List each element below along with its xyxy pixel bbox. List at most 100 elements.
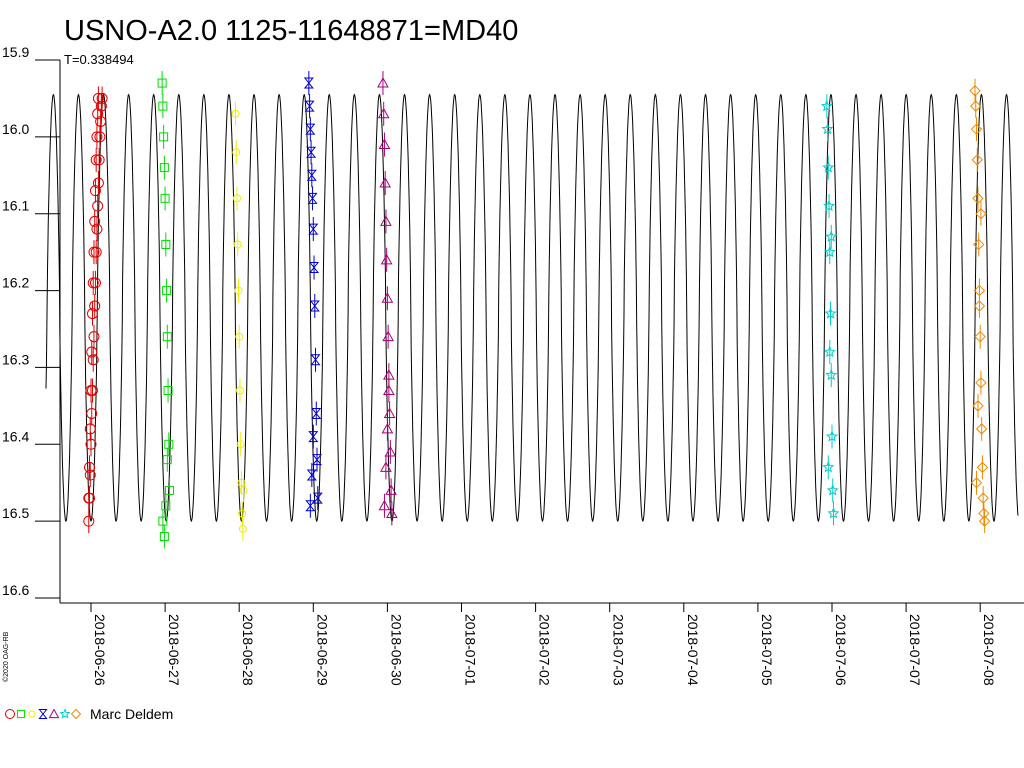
data-point	[823, 199, 836, 212]
model-curve	[45, 93, 1019, 523]
data-point	[84, 461, 96, 473]
data-point	[824, 307, 837, 319]
data-point	[159, 132, 169, 142]
data-point	[162, 286, 172, 296]
y-axis-ticks: 15.9 16.0 16.1 16.2 16.3 16.4 16.5 16.6	[2, 44, 60, 599]
data-point	[978, 515, 991, 527]
data-point	[823, 245, 836, 258]
legend-marker	[5, 709, 15, 719]
x-tick-label: 2018-07-08	[981, 614, 997, 686]
data-point	[88, 331, 100, 343]
data-point	[96, 92, 108, 104]
data-point	[234, 286, 243, 295]
data-point	[972, 192, 984, 205]
x-tick-label: 2018-07-02	[537, 614, 553, 686]
data-point	[378, 499, 391, 511]
x-tick-label: 2018-07-07	[907, 614, 923, 686]
data-point	[383, 384, 395, 395]
data-point	[157, 78, 167, 88]
data-point	[970, 477, 983, 489]
x-tick-label: 2018-06-30	[388, 614, 404, 686]
data-point	[235, 332, 244, 341]
data-point	[159, 163, 169, 173]
data-point	[83, 515, 95, 527]
data-point	[159, 532, 169, 542]
data-point	[161, 501, 171, 511]
data-point	[238, 524, 247, 533]
data-point	[970, 100, 982, 112]
data-point	[94, 131, 106, 143]
data-point	[84, 469, 96, 481]
period-label: T=0.338494	[64, 52, 134, 67]
data-point	[231, 109, 240, 118]
data-point	[973, 238, 985, 251]
data-point	[85, 384, 97, 396]
data-point	[86, 408, 98, 420]
legend-observer: Marc Deldem	[90, 706, 173, 722]
data-point	[973, 300, 986, 312]
legend-marker	[38, 709, 48, 719]
data-point	[87, 354, 99, 366]
data-point	[382, 330, 394, 342]
data-point	[311, 408, 322, 420]
data-point	[827, 507, 840, 519]
data-point	[89, 300, 101, 312]
x-tick-label: 2018-06-27	[166, 614, 182, 686]
data-point	[385, 484, 397, 495]
data-point	[378, 138, 391, 150]
data-point	[825, 430, 839, 442]
legend-marker	[16, 709, 26, 719]
data-point	[86, 346, 98, 358]
series-6	[969, 78, 991, 534]
y-tick-label: 16.4	[2, 428, 29, 444]
y-tick-label: 16.3	[2, 351, 29, 367]
data-point	[822, 460, 835, 473]
data-point	[305, 500, 316, 512]
chart-title: USNO-A2.0 1125-11648871=MD40	[64, 15, 518, 47]
data-point	[975, 377, 987, 389]
x-tick-label: 2018-07-05	[759, 614, 775, 686]
data-point	[164, 439, 174, 449]
data-point	[309, 262, 320, 274]
data-point	[165, 485, 175, 495]
data-point	[822, 161, 835, 173]
x-axis-ticks: 2018-06-26 2018-06-27 2018-06-28 2018-06-29…	[90, 603, 997, 686]
x-tick-label: 2018-07-04	[685, 614, 701, 686]
data-point	[163, 385, 173, 395]
legend-marker	[48, 708, 60, 719]
data-point	[88, 246, 100, 258]
data-point	[972, 400, 984, 412]
data-point	[976, 461, 989, 474]
data-point	[235, 386, 244, 395]
y-tick-label: 16.2	[2, 275, 29, 291]
data-point	[236, 440, 245, 449]
data-point	[158, 101, 168, 111]
data-point	[377, 107, 390, 119]
data-point	[306, 169, 317, 181]
data-point	[160, 193, 170, 203]
series-3	[303, 71, 323, 518]
data-point	[821, 122, 834, 135]
y-tick-label: 16.5	[2, 505, 29, 521]
data-point	[379, 176, 392, 188]
model-curve-line	[45, 93, 1019, 523]
data-point	[381, 422, 394, 434]
data-point	[825, 230, 838, 242]
data-point	[977, 492, 989, 504]
data-point	[310, 354, 321, 366]
data-point	[820, 99, 833, 112]
data-point	[162, 332, 172, 342]
data-point	[308, 223, 319, 235]
data-point	[95, 115, 107, 127]
data-point	[975, 423, 988, 435]
data-point	[92, 92, 104, 104]
data-point	[385, 507, 398, 518]
y-tick-label: 16.1	[2, 198, 29, 214]
data-point	[158, 516, 168, 526]
data-point	[825, 368, 838, 381]
series-5	[820, 94, 840, 526]
data-point	[93, 154, 105, 166]
data-point	[92, 108, 104, 120]
y-tick-label: 16.6	[2, 582, 29, 598]
